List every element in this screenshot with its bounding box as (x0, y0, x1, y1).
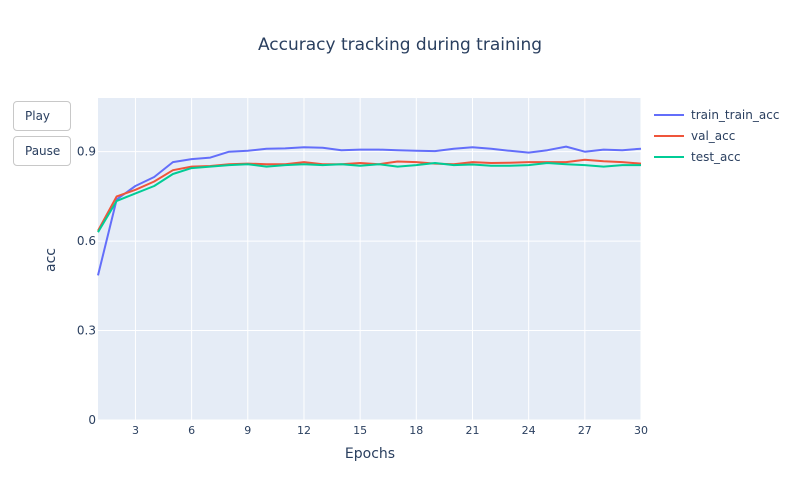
series-line-val_acc (97, 158, 642, 232)
chart-title: Accuracy tracking during training (258, 35, 542, 55)
x-tick-label: 18 (409, 424, 423, 437)
tick-labels: 3 6 9 12 15 18 21 24 27 30 0 0.3 0.6 0.9 (77, 145, 648, 437)
x-tick-label: 15 (353, 424, 367, 437)
x-tick-label: 6 (188, 424, 195, 437)
y-tick-label: 0 (88, 413, 96, 427)
x-tick-label: 9 (244, 424, 251, 437)
y-tick-label: 0.6 (77, 234, 96, 248)
x-tick-label: 12 (297, 424, 311, 437)
pause-button[interactable]: Pause (13, 136, 71, 166)
x-tick-label: 30 (634, 424, 648, 437)
plot-area (98, 98, 641, 420)
series-line-train_train_acc (97, 145, 642, 276)
y-axis-label: acc (43, 248, 59, 272)
y-tick-label: 0.3 (77, 324, 96, 338)
legend-label: val_acc (691, 129, 735, 143)
legend[interactable]: train_train_acc val_acc test_acc (654, 108, 779, 164)
x-tick-label: 3 (132, 424, 139, 437)
x-tick-label: 21 (465, 424, 479, 437)
legend-label: test_acc (691, 150, 741, 164)
legend-label: train_train_acc (691, 108, 779, 122)
x-tick-label: 27 (578, 424, 592, 437)
series-lines (97, 145, 642, 276)
y-tick-label: 0.9 (77, 145, 96, 159)
series-line-test_acc (97, 162, 641, 233)
x-axis-label: Epochs (345, 446, 395, 462)
x-tick-label: 24 (522, 424, 536, 437)
play-button[interactable]: Play (13, 101, 71, 131)
